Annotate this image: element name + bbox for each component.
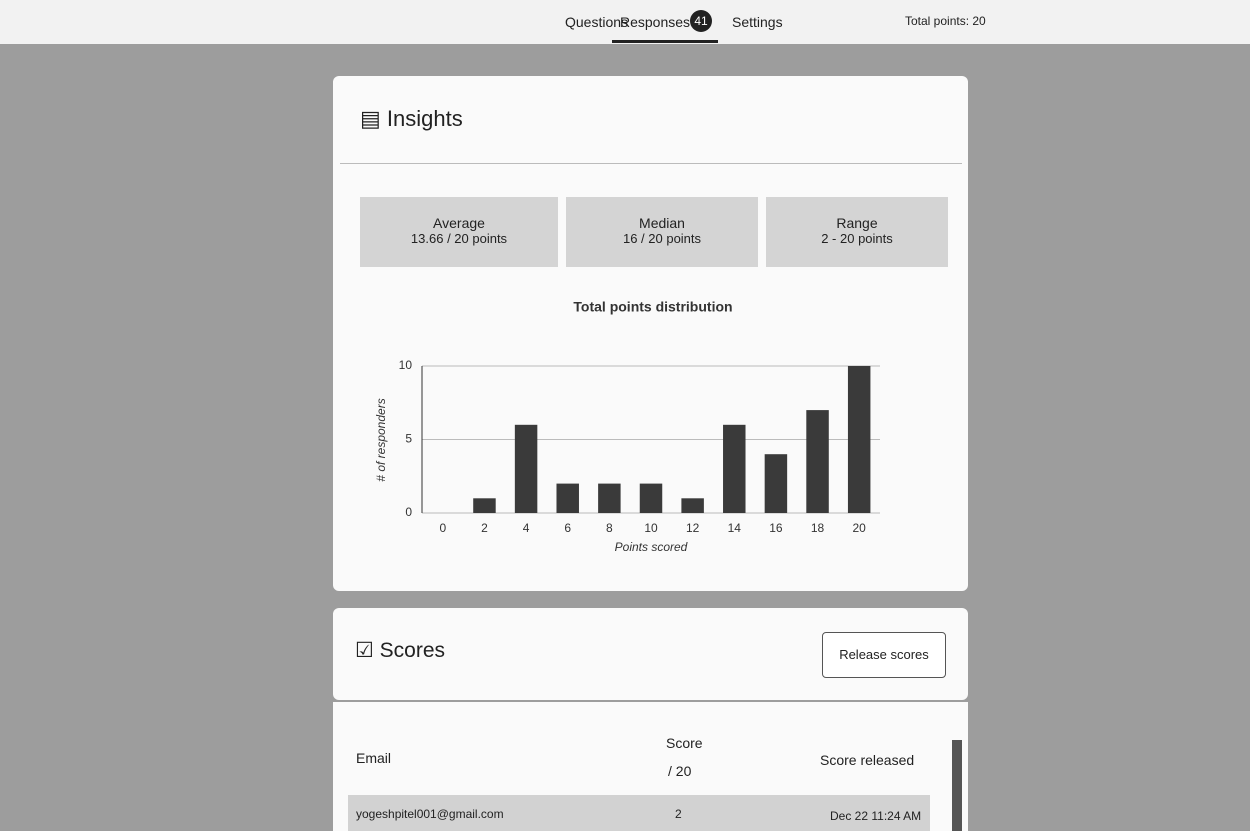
bar xyxy=(598,484,620,513)
chart-title: Total points distribution xyxy=(573,299,732,315)
x-axis-label: Points scored xyxy=(615,540,688,554)
stat-label: Median xyxy=(566,215,758,231)
tab[interactable]: Responses xyxy=(620,14,690,30)
bar xyxy=(515,425,537,513)
scores-title-text: Scores xyxy=(380,639,445,662)
y-tick-label: 10 xyxy=(399,358,413,372)
bar xyxy=(848,366,870,513)
bar xyxy=(640,484,662,513)
bar xyxy=(556,484,578,513)
page: Questions Responses 41 Settings Total po… xyxy=(0,0,1250,831)
scrollbar[interactable] xyxy=(952,740,962,831)
stat-value: 2 - 20 points xyxy=(766,231,948,246)
tab[interactable]: Questions xyxy=(565,14,628,30)
x-tick-label: 20 xyxy=(853,521,867,535)
response-count: 41 xyxy=(690,10,712,32)
insights-title: ▤ Insights xyxy=(360,106,463,132)
x-tick-label: 8 xyxy=(606,521,613,535)
bar xyxy=(723,425,745,513)
insights-title-text: Insights xyxy=(387,106,463,131)
bar xyxy=(765,454,787,513)
x-tick-label: 14 xyxy=(728,521,742,535)
bar xyxy=(806,410,828,513)
cell: 2 xyxy=(675,807,682,821)
stat-label: Range xyxy=(766,215,948,231)
column-header: Score xyxy=(666,735,703,751)
x-tick-label: 6 xyxy=(564,521,571,535)
scores-title: ☑ Scores xyxy=(355,638,445,663)
x-tick-label: 0 xyxy=(439,521,446,535)
x-tick-label: 16 xyxy=(769,521,783,535)
column-header: / 20 xyxy=(668,763,691,779)
x-tick-label: 12 xyxy=(686,521,700,535)
stat-label: Average xyxy=(360,215,558,231)
chart: Total points distribution Points scored … xyxy=(340,290,960,570)
y-axis-label: # of responders xyxy=(374,398,388,481)
x-tick-label: 10 xyxy=(644,521,658,535)
cell: yogeshpitel001@gmail.com xyxy=(356,807,504,821)
tab-underline xyxy=(612,40,718,43)
bar xyxy=(473,498,495,513)
x-tick-label: 18 xyxy=(811,521,825,535)
y-tick-label: 0 xyxy=(405,505,412,519)
release-button[interactable]: Release scores xyxy=(822,632,946,678)
cell: Dec 22 11:24 AM xyxy=(830,809,921,823)
x-tick-label: 2 xyxy=(481,521,488,535)
stat-value: 16 / 20 points xyxy=(566,231,758,246)
total-points: Total points: 20 xyxy=(905,14,986,28)
tab[interactable]: Settings xyxy=(732,14,783,30)
column-header: Score released xyxy=(820,752,914,768)
stat-value: 13.66 / 20 points xyxy=(360,231,558,246)
divider xyxy=(340,163,962,164)
bar xyxy=(681,498,703,513)
x-tick-label: 4 xyxy=(523,521,530,535)
y-tick-label: 5 xyxy=(405,432,412,446)
column-header: Email xyxy=(356,750,391,766)
